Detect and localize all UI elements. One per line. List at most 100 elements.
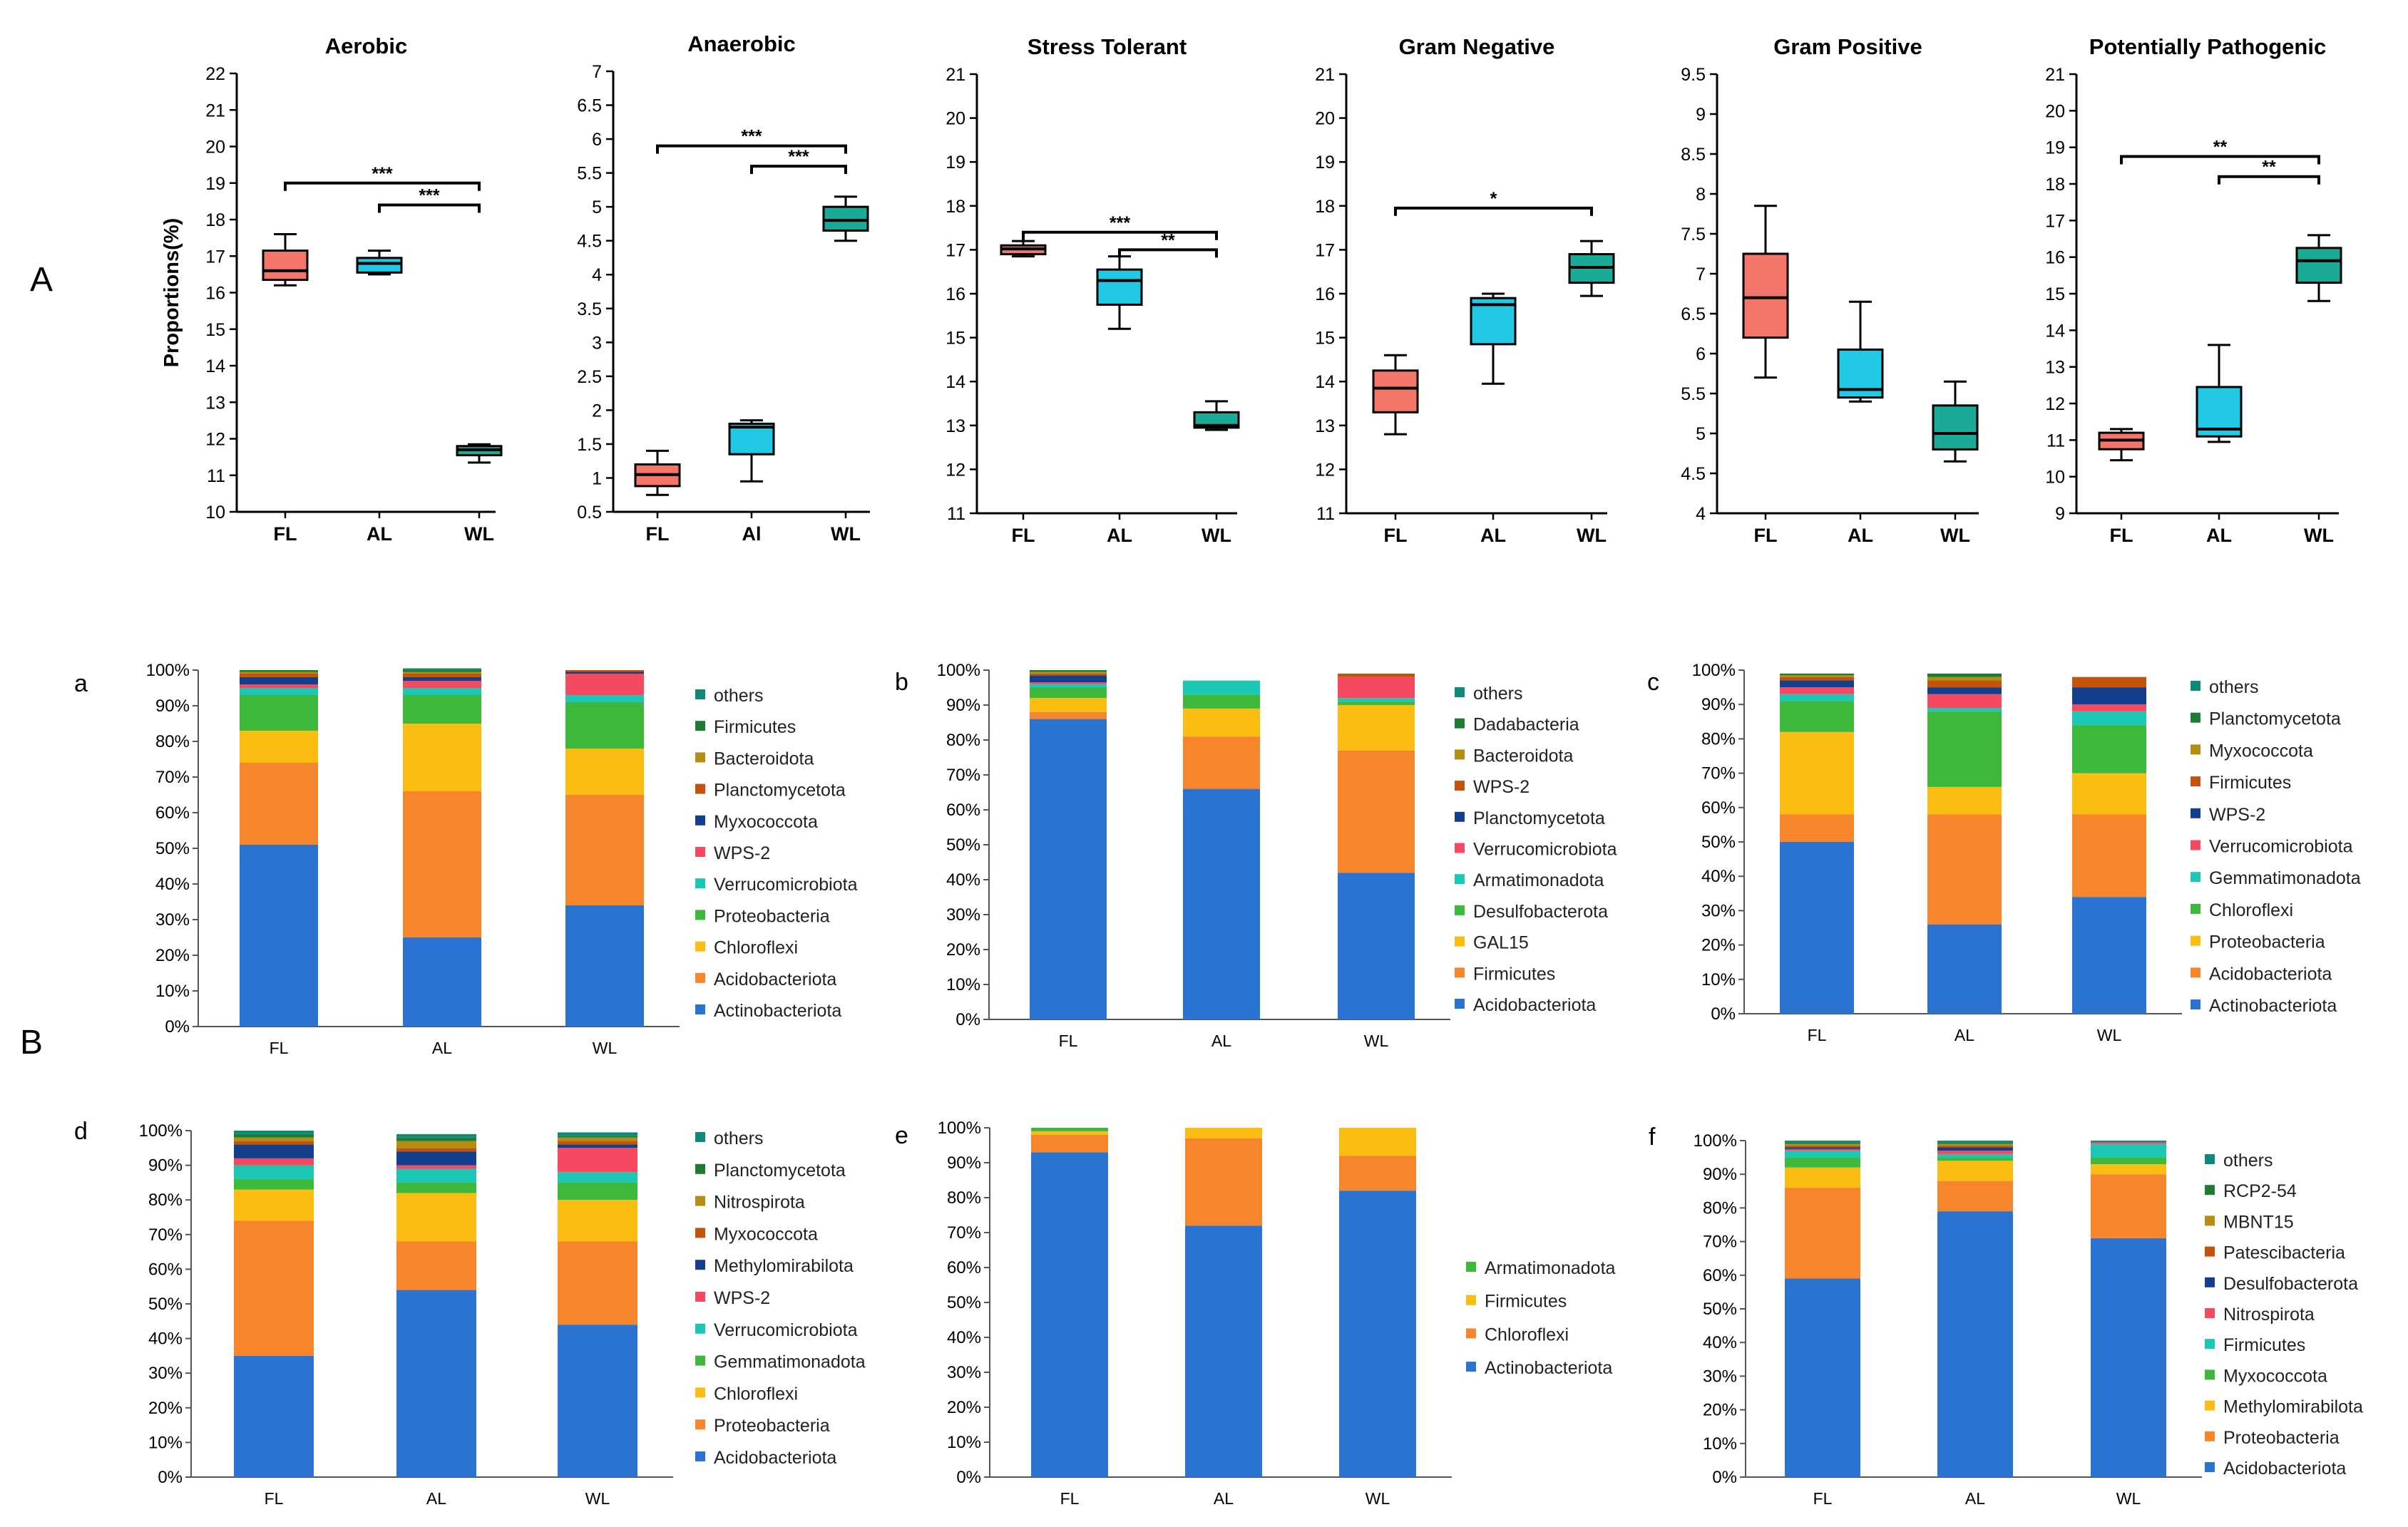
bar-segment-AL-WPS-2 bbox=[1927, 687, 2002, 694]
y-tick-label: 90% bbox=[1701, 695, 1736, 714]
legend-swatch bbox=[2191, 808, 2200, 818]
y-tick-label: 16 bbox=[205, 284, 225, 304]
x-tick-label: AL bbox=[1848, 525, 1873, 546]
y-tick-label: 30% bbox=[1703, 1367, 1737, 1386]
legend-label: Firmicutes bbox=[2223, 1335, 2305, 1355]
y-tick-label: 60% bbox=[946, 801, 980, 820]
panel-label-B: B bbox=[20, 1024, 43, 1061]
legend-swatch bbox=[695, 752, 705, 763]
y-tick-label: 5 bbox=[1696, 424, 1706, 444]
legend-swatch bbox=[2205, 1246, 2215, 1257]
bar-segment-FL-others bbox=[234, 1131, 314, 1134]
stacked-bar-chart-f: f 0% 10% 20% 30% 40% 50% 60% 70% 80% 90% 100% FL AL WL… bbox=[1649, 1124, 2363, 1508]
y-tick-label: 40% bbox=[1701, 867, 1736, 886]
x-tick-label: AL bbox=[432, 1039, 452, 1057]
bar-segment-WL-Planctomycetota bbox=[565, 670, 644, 672]
bar-segment-WL-Actinobacteriota bbox=[565, 905, 644, 1027]
x-tick-label: WL bbox=[1940, 525, 1970, 546]
y-tick-label: 12 bbox=[1315, 460, 1335, 480]
bar-segment-FL-Planctomycetota bbox=[1780, 673, 1854, 676]
y-tick-label: 0% bbox=[956, 1468, 981, 1487]
bar-segment-WL-others bbox=[2091, 1141, 2166, 1143]
y-tick-label: 15 bbox=[2045, 284, 2065, 304]
y-tick-label: 4.5 bbox=[1681, 464, 1706, 484]
y-tick-label: 11 bbox=[207, 466, 225, 486]
bar-segment-AL-Chloroflexi bbox=[396, 1193, 476, 1242]
legend-swatch bbox=[1455, 905, 1465, 915]
y-tick-label: 13 bbox=[946, 416, 965, 436]
y-tick-label: 4 bbox=[1696, 504, 1706, 524]
y-tick-label: 80% bbox=[1703, 1198, 1737, 1218]
bar-segment-AL-Planctomycetota bbox=[403, 674, 481, 677]
bar-segment-FL-Nitrospirota bbox=[234, 1137, 314, 1141]
bar-segment-WL-Proteobacteria bbox=[2072, 773, 2146, 815]
y-tick-label: 40% bbox=[947, 1328, 981, 1347]
y-tick-label: 100% bbox=[1694, 1131, 1737, 1151]
bar-segment-AL-Armatimonadota bbox=[1183, 680, 1260, 695]
bar-segment-AL-WPS-2 bbox=[396, 1165, 476, 1169]
panel-letter: c bbox=[1647, 669, 1659, 696]
y-tick-label: 20 bbox=[2045, 101, 2065, 121]
bar-segment-WL-Nitrospirota bbox=[2091, 1142, 2166, 1144]
x-tick-label: WL bbox=[1366, 1489, 1390, 1508]
bar-segment-FL-Acidobacteriota bbox=[1780, 814, 1854, 842]
y-tick-label: 70% bbox=[1701, 764, 1736, 783]
bar-segment-AL-Chloroflexi bbox=[1185, 1138, 1262, 1226]
y-tick-label: 5.5 bbox=[1681, 384, 1706, 404]
stacked-bar-chart-b: b 0% 10% 20% 30% 40% 50% 60% 70% 80% 90% 100% FL AL WL… bbox=[895, 661, 1617, 1050]
y-tick-label: 4 bbox=[592, 265, 602, 285]
legend-swatch bbox=[695, 1196, 705, 1206]
y-tick-label: 13 bbox=[1315, 416, 1335, 436]
legend-label: Verrucomicrobiota bbox=[1473, 840, 1617, 860]
bar-segment-AL-Gemmatimonadota bbox=[1927, 708, 2002, 711]
y-tick-label: 5 bbox=[592, 197, 602, 217]
bar-segment-WL-Planctomycetota bbox=[558, 1136, 637, 1138]
stacked-bar-chart-c: c 0% 10% 20% 30% 40% 50% 60% 70% 80% 90% 100% FL AL WL… bbox=[1647, 661, 2361, 1044]
bar-segment-WL-Proteobacteria bbox=[565, 702, 644, 749]
bar-segment-WL-Nitrospirota bbox=[558, 1137, 637, 1141]
bar-segment-FL-Patescibacteria bbox=[1785, 1146, 1860, 1148]
legend-swatch bbox=[695, 783, 705, 794]
significance-bracket bbox=[2218, 175, 2320, 185]
y-tick-label: 100% bbox=[938, 1119, 981, 1138]
y-tick-label: 22 bbox=[205, 64, 225, 84]
legend-swatch bbox=[2191, 872, 2200, 883]
legend-swatch bbox=[2205, 1462, 2215, 1472]
legend-swatch bbox=[1455, 936, 1465, 947]
legend-swatch bbox=[695, 972, 705, 983]
legend-label: others bbox=[2223, 1151, 2273, 1171]
bar-segment-FL-Proteobacteria bbox=[234, 1220, 314, 1356]
y-tick-label: 70% bbox=[148, 1225, 183, 1245]
box-plot-5: Gram Positive 4 4.5 5 5.5 6 6.5 7 7.5 8 8.5 9 9.5 FL A… bbox=[1681, 34, 1979, 546]
bar-segment-WL-Myxococcota bbox=[2091, 1157, 2166, 1165]
bar-segment-WL-Firmicutes bbox=[2091, 1143, 2166, 1158]
bar-segment-FL-WPS-2 bbox=[234, 1158, 314, 1166]
y-tick-label: 7 bbox=[592, 62, 602, 82]
bar-segment-AL-Gemmatimonadota bbox=[396, 1182, 476, 1193]
legend-label: RCP2-54 bbox=[2223, 1181, 2297, 1201]
legend-label: Acidobacteriota bbox=[2223, 1459, 2346, 1479]
legend-swatch bbox=[1455, 874, 1465, 885]
box-plot-1: Aerobic 10 11 12 13 14 15 16 17 18 19 20 21 22 Proport… bbox=[160, 34, 503, 545]
legend-swatch bbox=[2191, 967, 2200, 978]
legend-label: Verrucomicrobiota bbox=[2209, 837, 2353, 857]
chart-title: Anaerobic bbox=[687, 31, 796, 56]
panel-label-A: A bbox=[30, 261, 53, 299]
legend-label: Proteobacteria bbox=[714, 906, 830, 926]
bar-segment-AL-MBNT15 bbox=[1937, 1143, 2013, 1146]
x-tick-label: WL bbox=[464, 523, 494, 545]
bar-segment-AL-Bacteroidota bbox=[403, 672, 481, 674]
y-tick-label: 18 bbox=[1315, 197, 1335, 217]
y-tick-label: 80% bbox=[148, 1191, 183, 1210]
x-tick-label: WL bbox=[831, 523, 861, 545]
y-tick-label: 11 bbox=[2046, 431, 2065, 451]
bar-segment-WL-Actinobacteriota bbox=[1339, 1191, 1416, 1477]
y-tick-label: 90% bbox=[947, 1153, 981, 1173]
legend-label: WPS-2 bbox=[2209, 805, 2265, 825]
bar-segment-WL-Gemmatimonadota bbox=[558, 1182, 637, 1200]
bar-segment-WL-Firmicutes bbox=[1339, 1128, 1416, 1156]
bar-segment-WL-Myxococcota bbox=[565, 672, 644, 674]
y-tick-label: 21 bbox=[946, 65, 965, 85]
legend-label: Planctomycetota bbox=[1473, 808, 1605, 828]
bar-segment-AL-GAL15 bbox=[1183, 708, 1260, 737]
